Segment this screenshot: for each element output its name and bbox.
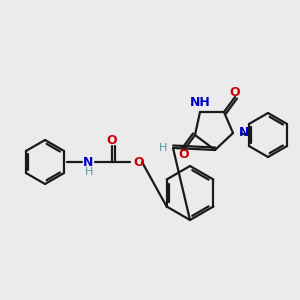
Text: H: H <box>159 143 167 153</box>
Text: N: N <box>83 155 93 169</box>
Text: O: O <box>107 134 117 146</box>
Text: N: N <box>239 127 249 140</box>
Text: O: O <box>230 86 240 100</box>
Text: O: O <box>179 148 189 160</box>
Text: O: O <box>133 155 144 169</box>
Text: NH: NH <box>190 97 210 110</box>
Text: H: H <box>85 167 93 177</box>
